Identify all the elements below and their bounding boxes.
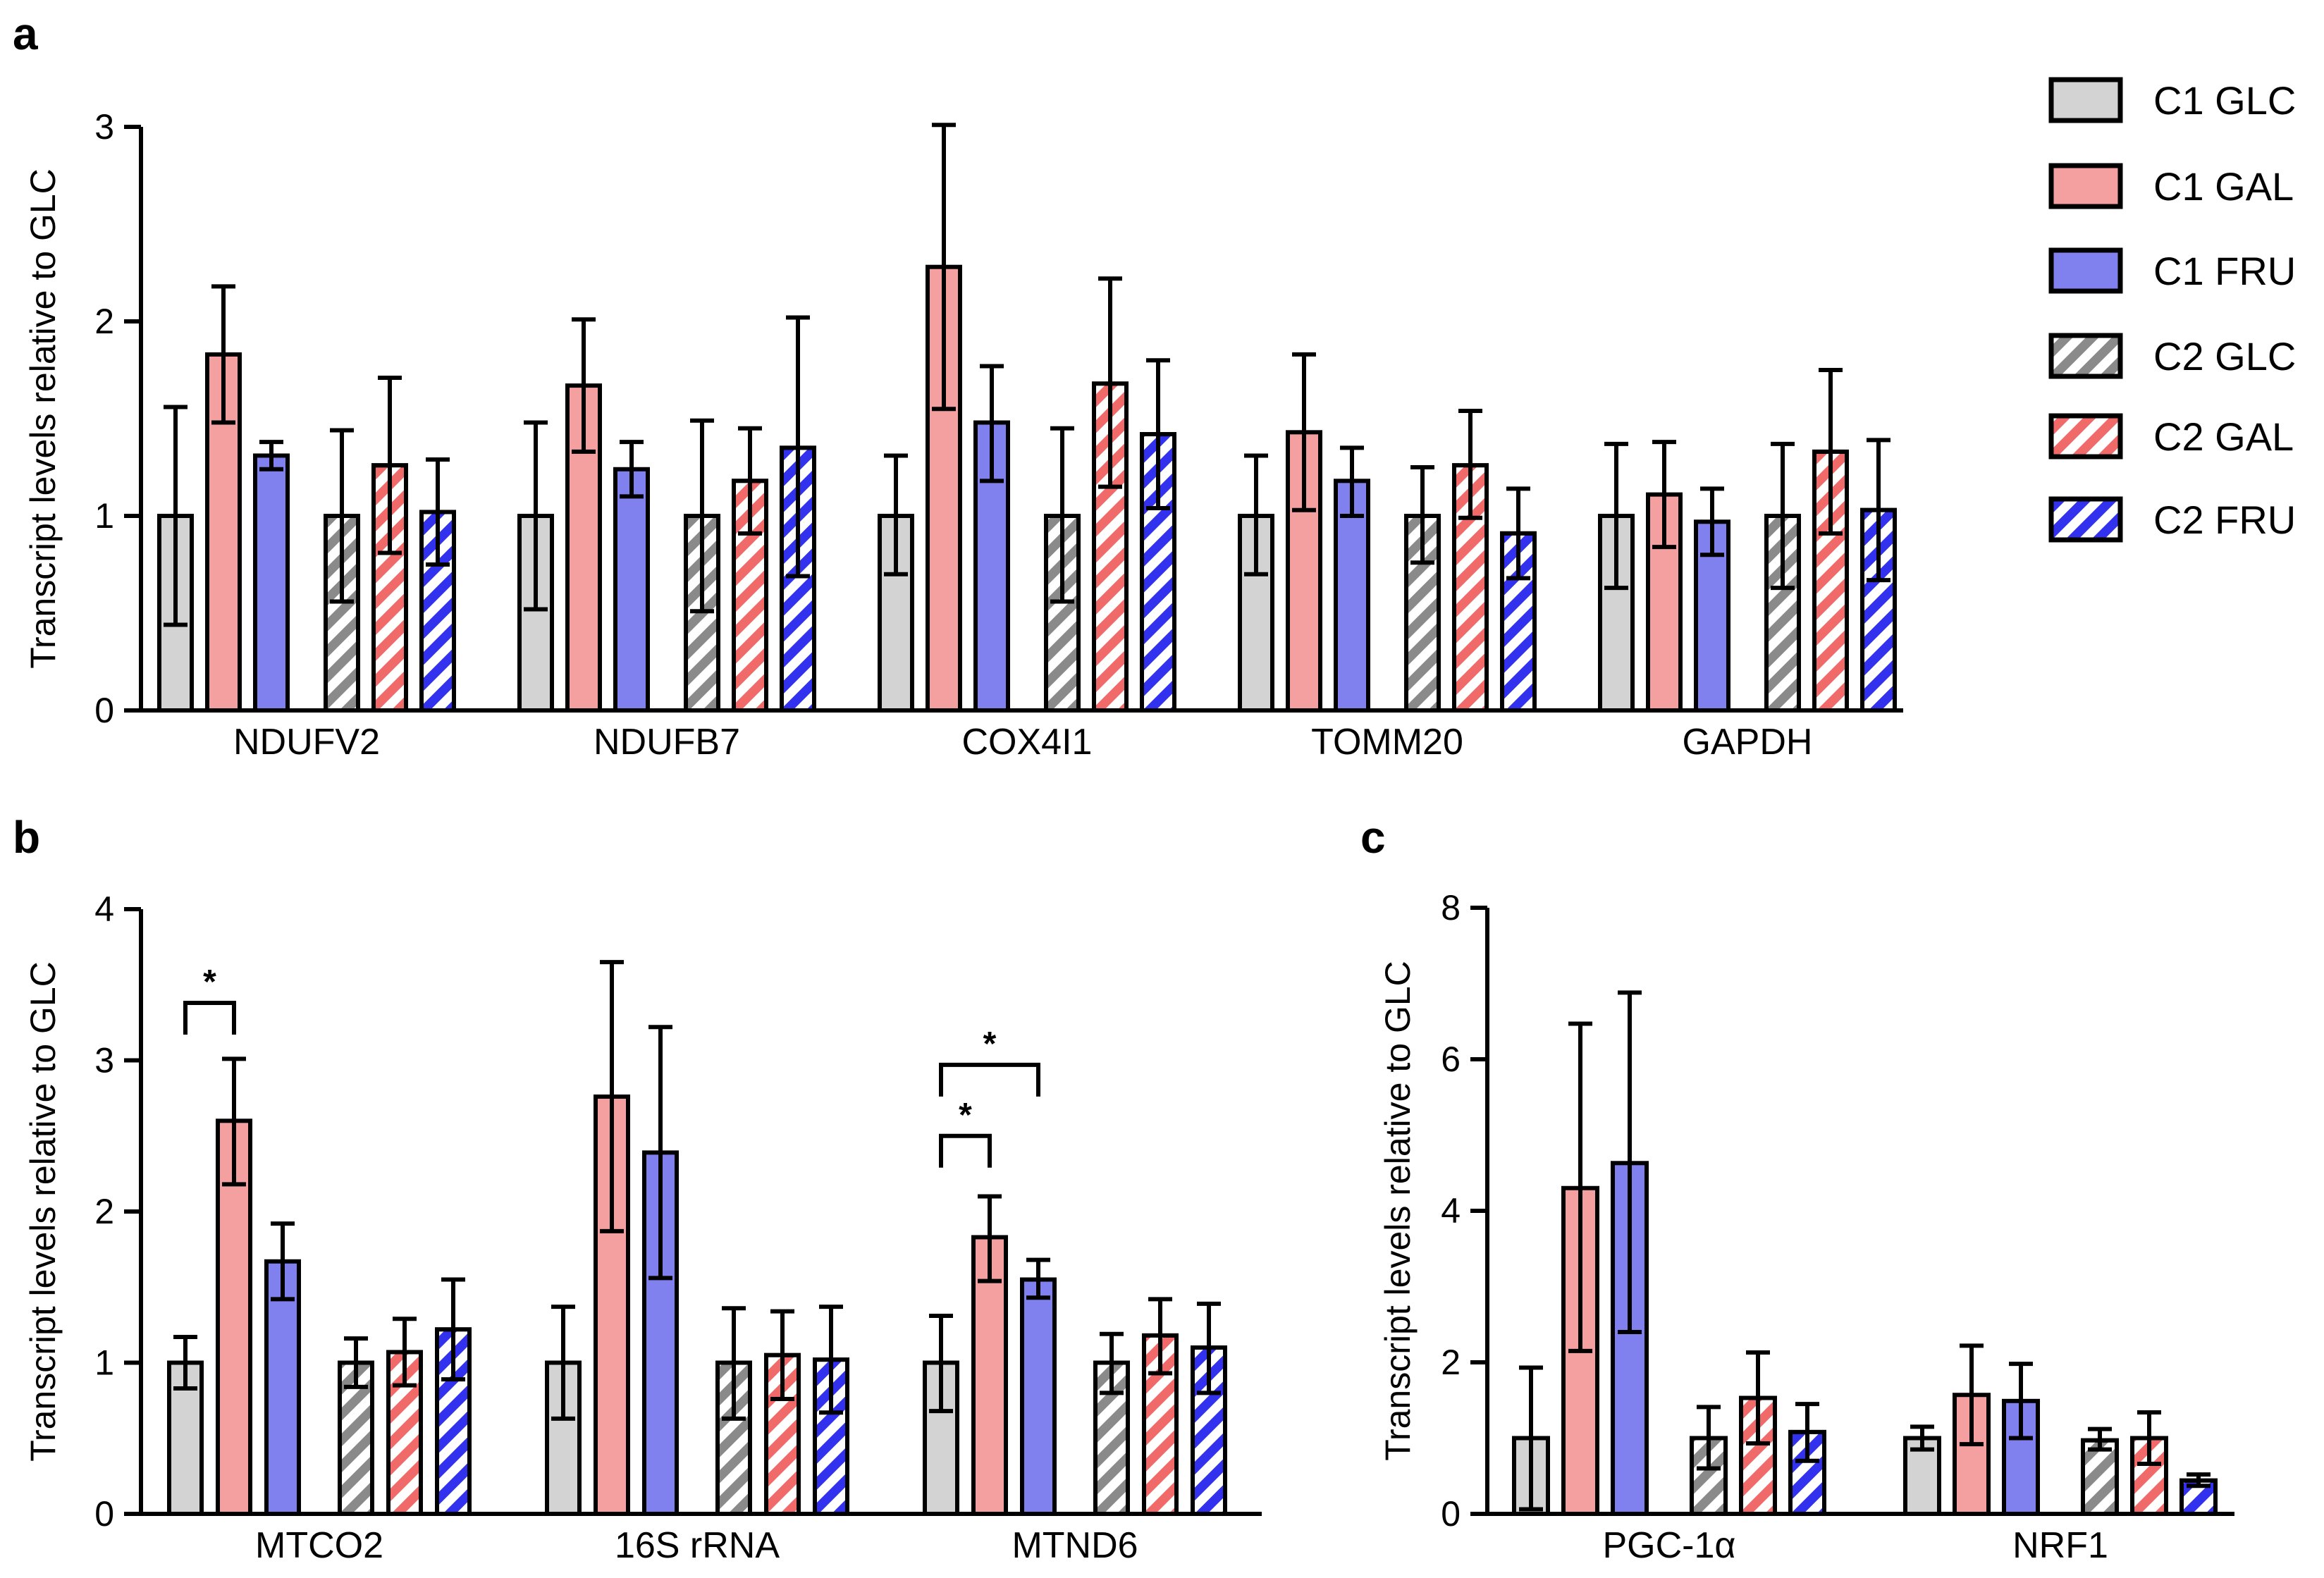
- y-tick-label: 2: [1441, 1343, 1461, 1382]
- panel-b-chart: 0 1 2 3 4 Transcript levels relative to GLC MT…: [23, 889, 1262, 1566]
- panel-letter-a: a: [13, 8, 38, 59]
- legend-entry: C2 GLC: [2048, 333, 2296, 379]
- category-label-gapdh: GAPDH: [1683, 722, 1813, 763]
- significance-label: *: [983, 1025, 997, 1063]
- panel-letter-b: b: [13, 812, 40, 863]
- y-tick-label: 0: [94, 1494, 114, 1534]
- category-label-ndufv2: NDUFV2: [233, 722, 380, 763]
- legend-swatch-hatch: [2048, 496, 2123, 543]
- y-tick-label: 0: [94, 691, 114, 730]
- y-tick-label: 0: [1441, 1494, 1461, 1534]
- y-tick-label: 2: [94, 302, 114, 341]
- legend-label: C1 FRU: [2153, 249, 2296, 293]
- bar-hatch: [1452, 463, 1489, 713]
- bar-c1-gal: [971, 1235, 1008, 1516]
- y-axis-title: Transcript levels relative to GLC: [23, 168, 63, 669]
- y-axis-title: Transcript levels relative to GLC: [23, 961, 63, 1462]
- legend-entry: C2 FRU: [2048, 496, 2296, 543]
- category-label-nrf1: NRF1: [2012, 1525, 2108, 1566]
- category-label-tomm20: TOMM20: [1311, 722, 1463, 763]
- legend-swatch-hatch: [2048, 413, 2123, 460]
- bar-c1-glc: [1598, 514, 1635, 713]
- panel-a-chart: 0 1 2 3 Transcript levels relative to GLC NDU…: [23, 107, 1903, 763]
- y-tick-label: 2: [94, 1192, 114, 1231]
- significance-bracket: [939, 1133, 992, 1168]
- category-label-ndufb7: NDUFB7: [594, 722, 740, 763]
- legend-entry: C1 GLC: [2048, 77, 2296, 123]
- y-tick-label: 8: [1441, 888, 1461, 927]
- bar-c1-gal: [1646, 492, 1683, 713]
- category-label-cox4i1: COX4I1: [962, 722, 1093, 763]
- bar-c1-fru: [264, 1259, 301, 1517]
- legend-entry: C2 GAL: [2048, 413, 2294, 460]
- bar-hatch: [813, 1357, 849, 1516]
- y-tick-label: 1: [94, 1343, 114, 1383]
- significance-label: *: [959, 1097, 972, 1134]
- bar-c1-fru: [253, 453, 290, 713]
- legend-swatch-hatch: [2048, 333, 2123, 379]
- category-label-pgc-1: PGC-1α: [1603, 1525, 1736, 1566]
- legend-swatch-c1-fru: [2048, 247, 2123, 294]
- y-tick-label: 6: [1441, 1040, 1461, 1079]
- legend-label: C2 FRU: [2153, 498, 2296, 542]
- significance-bracket: [183, 1000, 236, 1035]
- bar-c1-fru: [613, 467, 650, 713]
- y-tick-label: 1: [94, 496, 114, 536]
- significance-label: *: [203, 963, 216, 1001]
- legend-label: C1 GLC: [2153, 78, 2296, 123]
- bar-c1-gal: [1286, 430, 1322, 713]
- bar-c1-fru: [1334, 479, 1370, 713]
- y-tick-label: 4: [1441, 1191, 1461, 1231]
- bar-hatch: [1044, 514, 1081, 713]
- legend-label: C1 GAL: [2153, 164, 2294, 209]
- legend-swatch-c1-glc: [2048, 77, 2123, 123]
- bar-c1-fru: [973, 420, 1010, 713]
- category-label-mtco2: MTCO2: [255, 1525, 383, 1566]
- y-tick-label: 3: [94, 1041, 114, 1080]
- legend-label: C2 GLC: [2153, 334, 2296, 378]
- significance-bracket: [939, 1062, 1040, 1097]
- bar-c1-fru: [1020, 1277, 1057, 1517]
- bar-hatch: [780, 445, 816, 713]
- legend-label: C2 GAL: [2153, 414, 2294, 459]
- panel-c-chart: 0 2 4 6 8 Transcript levels relative to GLC PG…: [1378, 888, 2234, 1566]
- y-tick-label: 3: [94, 107, 114, 147]
- category-label-mtnd6: MTND6: [1012, 1525, 1138, 1566]
- legend: C1 GLC C1 GAL C1 FRU C2 GLC C2 GAL C2 FR…: [2048, 77, 2296, 543]
- legend-entry: C1 FRU: [2048, 247, 2296, 294]
- legend-entry: C1 GAL: [2048, 163, 2294, 209]
- y-tick-label: 4: [94, 889, 114, 929]
- panel-letter-c: c: [1360, 812, 1386, 863]
- y-axis-title: Transcript levels relative to GLC: [1378, 961, 1418, 1461]
- legend-swatch-c1-gal: [2048, 163, 2123, 209]
- category-label-16s-rrna: 16S rRNA: [615, 1525, 780, 1566]
